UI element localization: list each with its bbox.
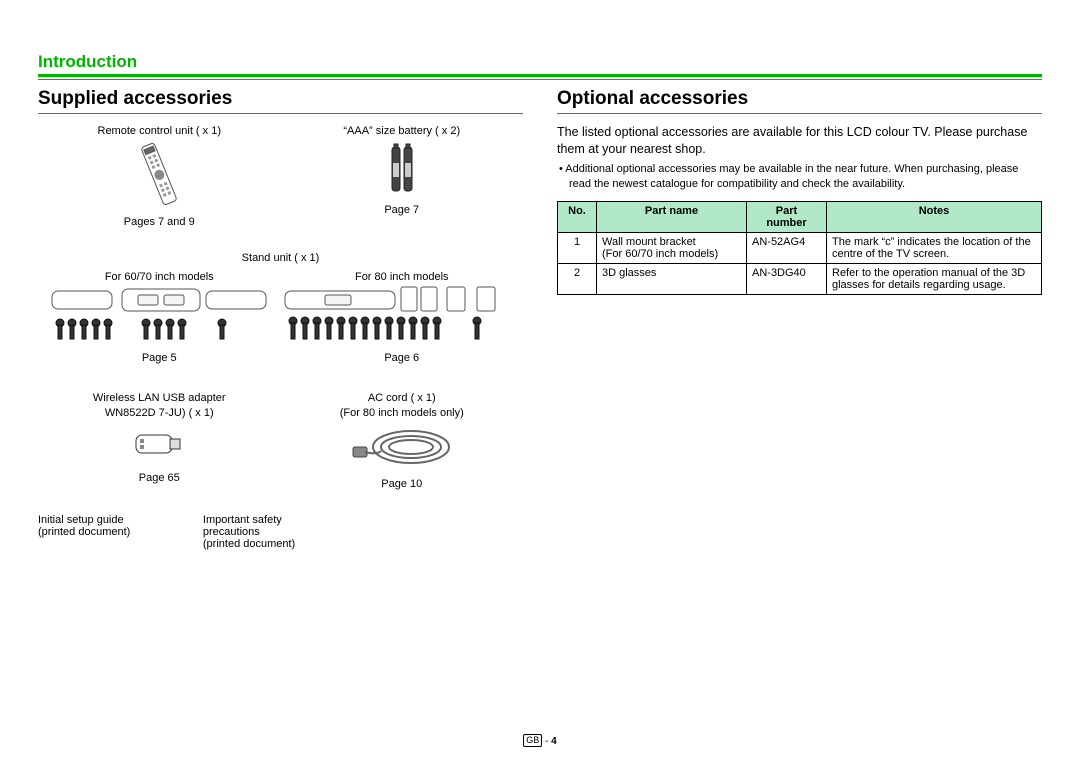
battery-ref: Page 7 <box>281 203 524 218</box>
cell-no: 1 <box>558 233 597 264</box>
ac-item: AC cord ( x 1) (For 80 inch models only)… <box>281 391 524 492</box>
parts-table: No. Part name Partnumber Notes 1 Wall mo… <box>557 201 1042 295</box>
cell-name: 3D glasses <box>597 264 747 295</box>
table-header-row: No. Part name Partnumber Notes <box>558 202 1042 233</box>
remote-ref: Pages 7 and 9 <box>38 215 281 230</box>
page-number: 4 <box>551 736 557 747</box>
th-partname: Part name <box>597 202 747 233</box>
stand-right-ref: Page 6 <box>281 351 524 366</box>
cell-notes: The mark “c” indicates the location of t… <box>827 233 1042 264</box>
green-rule-thin <box>38 79 1042 80</box>
stand-80-icon <box>281 285 531 345</box>
table-row: 1 Wall mount bracket(For 60/70 inch mode… <box>558 233 1042 264</box>
optional-bullet: • Additional optional accessories may be… <box>557 162 1042 192</box>
stand-80: For 80 inch models <box>281 270 524 366</box>
ac-ref: Page 10 <box>281 477 524 492</box>
th-partnumber: Partnumber <box>747 202 827 233</box>
supplied-column: Supplied accessories Remote control unit… <box>38 88 545 550</box>
optional-column: Optional accessories The listed optional… <box>545 88 1042 550</box>
cell-num: AN-52AG4 <box>747 233 827 264</box>
stand-right-label: For 80 inch models <box>281 270 524 285</box>
th-notes: Notes <box>827 202 1042 233</box>
wlan-label-2: WN8522D 7-JU) ( x 1) <box>38 406 281 421</box>
ac-cord-icon <box>347 421 457 471</box>
ac-label-1: AC cord ( x 1) <box>281 391 524 406</box>
cell-no: 2 <box>558 264 597 295</box>
doc2-l3: (printed document) <box>203 538 358 550</box>
stand-6070: For 60/70 inch models <box>38 270 281 366</box>
ac-label-2: (For 80 inch models only) <box>281 406 524 421</box>
th-no: No. <box>558 202 597 233</box>
battery-item: “AAA” size battery ( x 2) Page 7 <box>281 124 524 230</box>
stand-label: Stand unit ( x 1) <box>38 252 523 264</box>
doc2-l1: Important safety <box>203 514 358 526</box>
supplied-heading: Supplied accessories <box>38 88 523 110</box>
optional-heading: Optional accessories <box>557 88 1042 110</box>
green-rule-thick <box>38 74 1042 77</box>
doc1-l1: Initial setup guide <box>38 514 203 526</box>
usb-adapter-icon <box>132 427 186 461</box>
green-underline <box>557 113 1042 114</box>
region-badge: GB <box>523 734 542 747</box>
manual-page: Introduction Supplied accessories Remote… <box>0 0 1080 763</box>
wlan-ref: Page 65 <box>38 471 281 486</box>
green-underline <box>38 113 523 114</box>
remote-item: Remote control unit ( x 1) <box>38 124 281 230</box>
stand-6070-icon <box>44 285 274 345</box>
optional-paragraph: The listed optional accessories are avai… <box>557 124 1042 158</box>
table-row: 2 3D glasses AN-3DG40 Refer to the opera… <box>558 264 1042 295</box>
doc2-l2: precautions <box>203 526 358 538</box>
remote-label: Remote control unit ( x 1) <box>38 124 281 139</box>
wlan-item: Wireless LAN USB adapter WN8522D 7-JU) (… <box>38 391 281 492</box>
cell-notes: Refer to the operation manual of the 3D … <box>827 264 1042 295</box>
remote-icon <box>130 139 188 209</box>
footer-sep: - <box>542 736 551 747</box>
cell-num: AN-3DG40 <box>747 264 827 295</box>
stand-left-ref: Page 5 <box>38 351 281 366</box>
wlan-label-1: Wireless LAN USB adapter <box>38 391 281 406</box>
doc1-l2: (printed document) <box>38 526 203 538</box>
page-footer: GB - 4 <box>0 734 1080 747</box>
intro-title: Introduction <box>38 52 1042 72</box>
battery-label: “AAA” size battery ( x 2) <box>281 124 524 139</box>
documents-row: Initial setup guide (printed document) I… <box>38 514 523 550</box>
battery-icon <box>382 139 422 197</box>
stand-left-label: For 60/70 inch models <box>38 270 281 285</box>
cell-name: Wall mount bracket(For 60/70 inch models… <box>597 233 747 264</box>
